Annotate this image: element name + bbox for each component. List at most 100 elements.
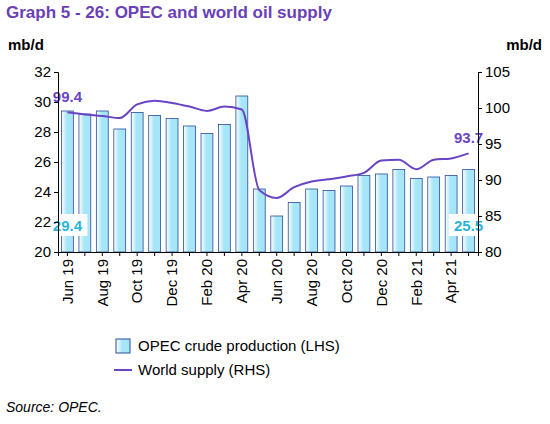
plot: 29.425.599.493.7202224262830328085909510… — [34, 63, 510, 306]
tick-mark — [381, 252, 382, 256]
tick-mark — [54, 162, 58, 163]
tick-label: Feb 20 — [198, 259, 215, 306]
tick: Oct 20 — [338, 252, 355, 303]
tick-label: 28 — [34, 123, 51, 140]
axis-line — [54, 73, 59, 253]
tick-mark — [478, 216, 482, 217]
source: Source: OPEC. — [6, 399, 102, 415]
legend-label: World supply (RHS) — [138, 361, 270, 378]
bar — [463, 170, 475, 253]
data-labels: 29.425.599.493.7 — [47, 88, 488, 236]
tick-mark — [189, 252, 190, 256]
tick-label: Aug 20 — [303, 259, 320, 307]
tick-mark — [224, 252, 225, 256]
tick-mark — [363, 252, 364, 256]
tick-mark — [329, 252, 330, 256]
tick-mark — [259, 252, 260, 256]
bar — [166, 119, 178, 253]
tick: 22 — [34, 213, 58, 230]
tick-mark — [84, 252, 85, 256]
tick-label: 100 — [485, 99, 510, 116]
bar — [218, 125, 230, 253]
tick-mark — [311, 252, 312, 256]
tick: 100 — [478, 99, 510, 116]
axis-line — [59, 253, 479, 257]
line — [67, 101, 468, 198]
tick-mark — [451, 252, 452, 256]
tick-mark — [346, 252, 347, 256]
tick — [363, 252, 364, 256]
tick-mark — [276, 252, 277, 256]
tick — [468, 252, 469, 256]
tick: 85 — [478, 207, 502, 224]
y2-axis: 80859095100105 — [478, 63, 510, 260]
tick-label: Apr 20 — [233, 259, 250, 303]
x-axis: Jun 19Aug 19Oct 19Dec 19Feb 20Apr 20Jun … — [59, 252, 479, 307]
bar — [253, 189, 265, 252]
tick-label: Apr 21 — [442, 259, 459, 303]
tick-label: 95 — [485, 135, 502, 152]
tick: Feb 20 — [198, 252, 215, 306]
tick: 26 — [34, 153, 58, 170]
bar — [114, 129, 126, 252]
tick — [294, 252, 295, 256]
tick: Aug 19 — [94, 252, 111, 307]
tick-mark — [102, 252, 103, 256]
tick-label: 90 — [485, 171, 502, 188]
bar — [323, 191, 335, 253]
tick-mark — [54, 102, 58, 103]
tick — [224, 252, 225, 256]
tick-label: 22 — [34, 213, 51, 230]
tick-label: 26 — [34, 153, 51, 170]
tick — [84, 252, 85, 256]
legend-swatch — [114, 369, 132, 371]
tick-label: 105 — [485, 63, 510, 80]
bar — [375, 174, 387, 252]
tick — [119, 252, 120, 256]
legend-label: OPEC crude production (LHS) — [138, 337, 340, 354]
tick: Oct 19 — [128, 252, 145, 303]
tick-label: Dec 20 — [373, 259, 390, 307]
tick-mark — [478, 108, 482, 109]
legend-swatch — [116, 339, 130, 353]
tick — [189, 252, 190, 256]
bar — [428, 177, 440, 252]
tick-label: 20 — [34, 243, 51, 260]
tick-mark — [154, 252, 155, 256]
bar — [96, 111, 108, 252]
data-label-box — [449, 214, 489, 236]
tick-mark — [172, 252, 173, 256]
tick-mark — [398, 252, 399, 256]
tick-mark — [478, 72, 482, 73]
tick: 32 — [34, 63, 58, 80]
tick-label: Aug 19 — [94, 259, 111, 307]
tick-mark — [468, 252, 469, 256]
tick-label: 32 — [34, 63, 51, 80]
bar — [445, 176, 457, 253]
bar — [184, 126, 196, 252]
tick-mark — [54, 132, 58, 133]
tick-label: Oct 19 — [128, 259, 145, 303]
tick-label: Oct 20 — [338, 259, 355, 303]
tick-mark — [67, 252, 68, 256]
bar — [131, 113, 143, 253]
y-axis: 20222426283032 — [34, 63, 58, 260]
tick-mark — [54, 222, 58, 223]
tick-mark — [137, 252, 138, 256]
bar — [306, 189, 318, 252]
tick — [154, 252, 155, 256]
data-label: 99.4 — [53, 88, 83, 105]
bar — [358, 176, 370, 253]
tick-mark — [294, 252, 295, 256]
tick-label: 24 — [34, 183, 51, 200]
tick: Apr 21 — [442, 252, 459, 303]
tick: Jun 19 — [59, 252, 76, 304]
tick-mark — [54, 72, 58, 73]
tick: Dec 20 — [373, 252, 390, 307]
data-label: 29.4 — [53, 217, 83, 234]
tick: Feb 21 — [408, 252, 425, 306]
tick-mark — [416, 252, 417, 256]
chart: Graph 5 - 26: OPEC and world oil supplym… — [0, 0, 550, 424]
tick-mark — [241, 252, 242, 256]
bar — [410, 179, 422, 253]
